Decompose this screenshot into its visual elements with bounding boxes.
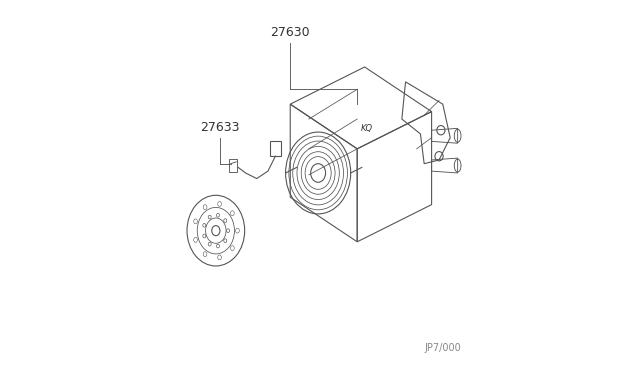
- Text: JP7/000: JP7/000: [424, 343, 461, 353]
- Text: 27633: 27633: [200, 121, 239, 134]
- Text: 27630: 27630: [271, 26, 310, 39]
- Text: KQ: KQ: [360, 124, 372, 133]
